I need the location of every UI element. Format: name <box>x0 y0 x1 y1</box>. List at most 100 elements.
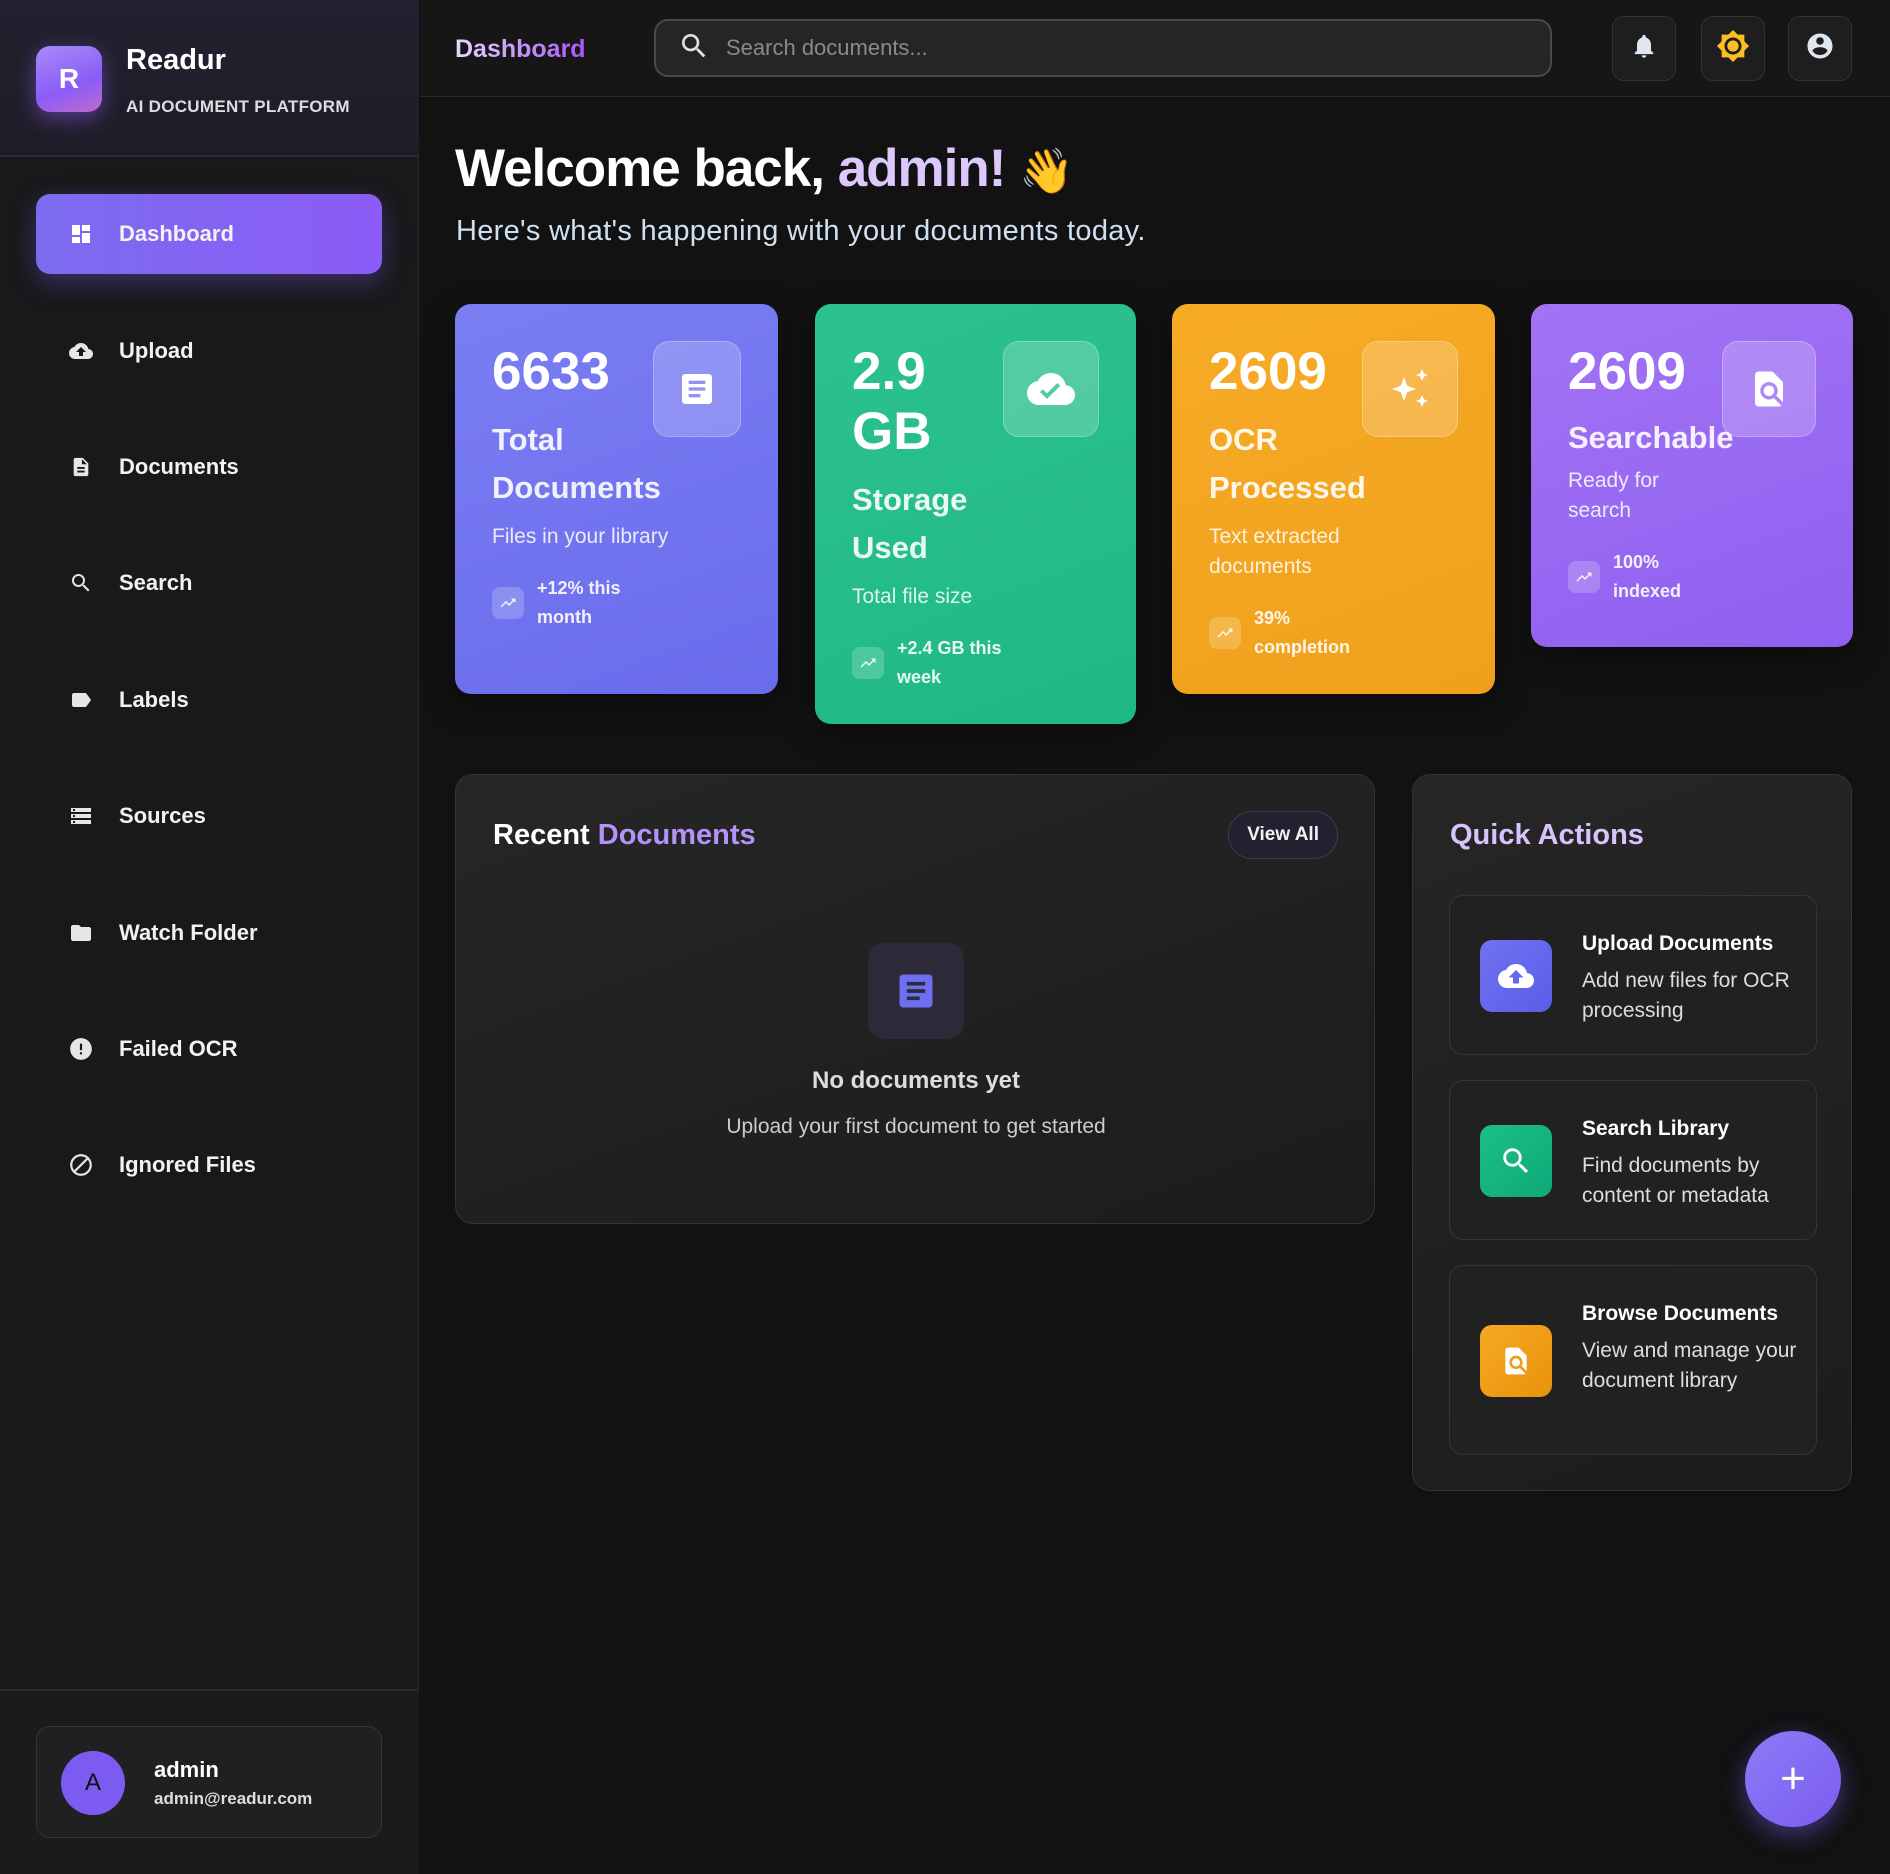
sun-icon <box>1716 29 1750 68</box>
recent-documents-title: Recent Documents <box>493 819 756 852</box>
user-card[interactable]: A admin admin@readur.com <box>36 1726 382 1838</box>
block-icon <box>68 1152 94 1178</box>
search-icon <box>68 570 94 596</box>
top-bar: Dashboard <box>420 0 1890 97</box>
cloud-upload-icon <box>68 338 94 364</box>
quick-action-description: Add new files for OCR processing <box>1582 969 1790 1022</box>
stat-trend: +2.4 GB this week <box>852 634 1136 692</box>
stat-trend-text: 39% completion <box>1254 608 1351 657</box>
quick-action-browse[interactable]: Browse Documents View and manage your do… <box>1449 1265 1817 1455</box>
stat-trend-text: +12% this month <box>537 578 621 627</box>
account-button[interactable] <box>1788 16 1852 81</box>
sidebar-item-sources[interactable]: Sources <box>36 776 382 856</box>
quick-actions-title: Quick Actions <box>1450 819 1644 851</box>
sidebar-item-label: Watch Folder <box>119 920 258 945</box>
document-icon <box>868 943 964 1039</box>
sidebar-item-label: Dashboard <box>119 221 234 246</box>
stat-card-total-documents[interactable]: 6633 Total Documents Files in your libra… <box>455 304 778 694</box>
cloud-done-icon <box>1003 341 1099 437</box>
search-bar[interactable] <box>654 19 1552 77</box>
plus-icon: + <box>1780 1754 1806 1803</box>
quick-action-title: Search Library <box>1582 1117 1730 1140</box>
sidebar-item-label: Sources <box>119 803 206 828</box>
error-icon <box>68 1036 94 1062</box>
waving-hand-icon: 👋 <box>1019 147 1074 196</box>
account-circle-icon <box>1805 31 1835 66</box>
document-icon <box>68 454 94 480</box>
stat-card-searchable[interactable]: 2609 Searchable Ready for search 100% in… <box>1531 304 1853 647</box>
welcome-name: admin! <box>837 139 1007 198</box>
trending-up-icon <box>1209 617 1241 649</box>
theme-toggle-button[interactable] <box>1701 16 1765 81</box>
stat-trend-text: +2.4 GB this week <box>897 638 1002 687</box>
sidebar-item-label: Upload <box>119 338 194 363</box>
storage-icon <box>68 803 94 829</box>
find-in-page-icon <box>1480 1325 1552 1397</box>
sidebar-item-label: Failed OCR <box>119 1036 238 1061</box>
find-in-page-icon <box>1722 341 1816 437</box>
document-icon <box>653 341 741 437</box>
sidebar-item-upload[interactable]: Upload <box>36 311 382 391</box>
quick-action-title: Browse Documents <box>1582 1302 1779 1325</box>
sidebar-item-failed-ocr[interactable]: Failed OCR <box>36 1009 382 1089</box>
stat-trend: 39% completion <box>1209 604 1495 662</box>
quick-actions-panel: Quick Actions Upload Documents Add new f… <box>1412 774 1852 1491</box>
brand-tagline: AI DOCUMENT PLATFORM <box>126 97 350 116</box>
stat-description: Ready for search <box>1568 469 1660 522</box>
trending-up-icon <box>492 587 524 619</box>
dashboard-icon <box>68 221 94 247</box>
stat-label: OCR Processed <box>1209 422 1366 505</box>
brand-name: Readur <box>126 44 226 76</box>
trending-up-icon <box>1568 561 1600 593</box>
stat-value: 6633 <box>492 342 610 401</box>
sidebar-header: R Readur AI DOCUMENT PLATFORM <box>0 0 419 157</box>
folder-icon <box>68 920 94 946</box>
stat-trend-text: 100% indexed <box>1613 552 1682 601</box>
page-title: Dashboard <box>455 35 586 63</box>
stat-label: Searchable <box>1568 420 1734 455</box>
label-icon <box>68 687 94 713</box>
bell-icon <box>1630 32 1658 65</box>
title-accent: Documents <box>597 819 756 851</box>
sidebar-item-search[interactable]: Search <box>36 543 382 623</box>
sidebar-item-dashboard[interactable]: Dashboard <box>36 194 382 274</box>
avatar: A <box>61 1751 125 1815</box>
quick-action-upload[interactable]: Upload Documents Add new files for OCR p… <box>1449 895 1817 1055</box>
stat-card-storage[interactable]: 2.9 GB Storage Used Total file size +2.4… <box>815 304 1136 724</box>
sidebar-item-label: Labels <box>119 687 189 712</box>
sidebar-item-label: Search <box>119 570 193 595</box>
recent-documents-panel: Recent Documents View All No documents y… <box>455 774 1375 1224</box>
welcome-text: Welcome back, <box>455 139 838 198</box>
quick-action-title: Upload Documents <box>1582 932 1774 955</box>
add-fab-button[interactable]: + <box>1745 1731 1841 1827</box>
stat-label: Total Documents <box>492 422 661 505</box>
sidebar-item-ignored-files[interactable]: Ignored Files <box>36 1125 382 1205</box>
stat-value: 2.9 GB <box>852 342 932 461</box>
quick-action-search[interactable]: Search Library Find documents by content… <box>1449 1080 1817 1240</box>
stat-value: 2609 <box>1568 342 1686 401</box>
sidebar-item-documents[interactable]: Documents <box>36 427 382 507</box>
search-icon <box>1480 1125 1552 1197</box>
welcome-heading: Welcome back, admin! 👋 <box>455 138 1074 199</box>
stat-label: Storage Used <box>852 482 968 565</box>
user-email: admin@readur.com <box>154 1789 313 1808</box>
view-all-button[interactable]: View All <box>1228 811 1338 859</box>
trending-up-icon <box>852 647 884 679</box>
notifications-button[interactable] <box>1612 16 1676 81</box>
logo[interactable]: R <box>36 46 102 112</box>
stat-description: Total file size <box>852 585 973 608</box>
search-input[interactable] <box>726 35 1526 61</box>
sidebar-item-watch-folder[interactable]: Watch Folder <box>36 893 382 973</box>
stat-trend: +12% this month <box>492 574 778 632</box>
sidebar-item-label: Documents <box>119 454 239 479</box>
stat-card-ocr-processed[interactable]: 2609 OCR Processed Text extracted docume… <box>1172 304 1495 694</box>
cloud-upload-icon <box>1480 940 1552 1012</box>
stat-value: 2609 <box>1209 342 1327 401</box>
sparkle-icon <box>1362 341 1458 437</box>
stat-description: Text extracted documents <box>1209 525 1340 578</box>
empty-state-subtitle: Upload your first document to get starte… <box>726 1115 1106 1138</box>
empty-state-title: No documents yet <box>811 1067 1021 1094</box>
sidebar-item-labels[interactable]: Labels <box>36 660 382 740</box>
search-icon <box>678 30 710 67</box>
welcome-subtitle: Here's what's happening with your docume… <box>456 215 1146 247</box>
